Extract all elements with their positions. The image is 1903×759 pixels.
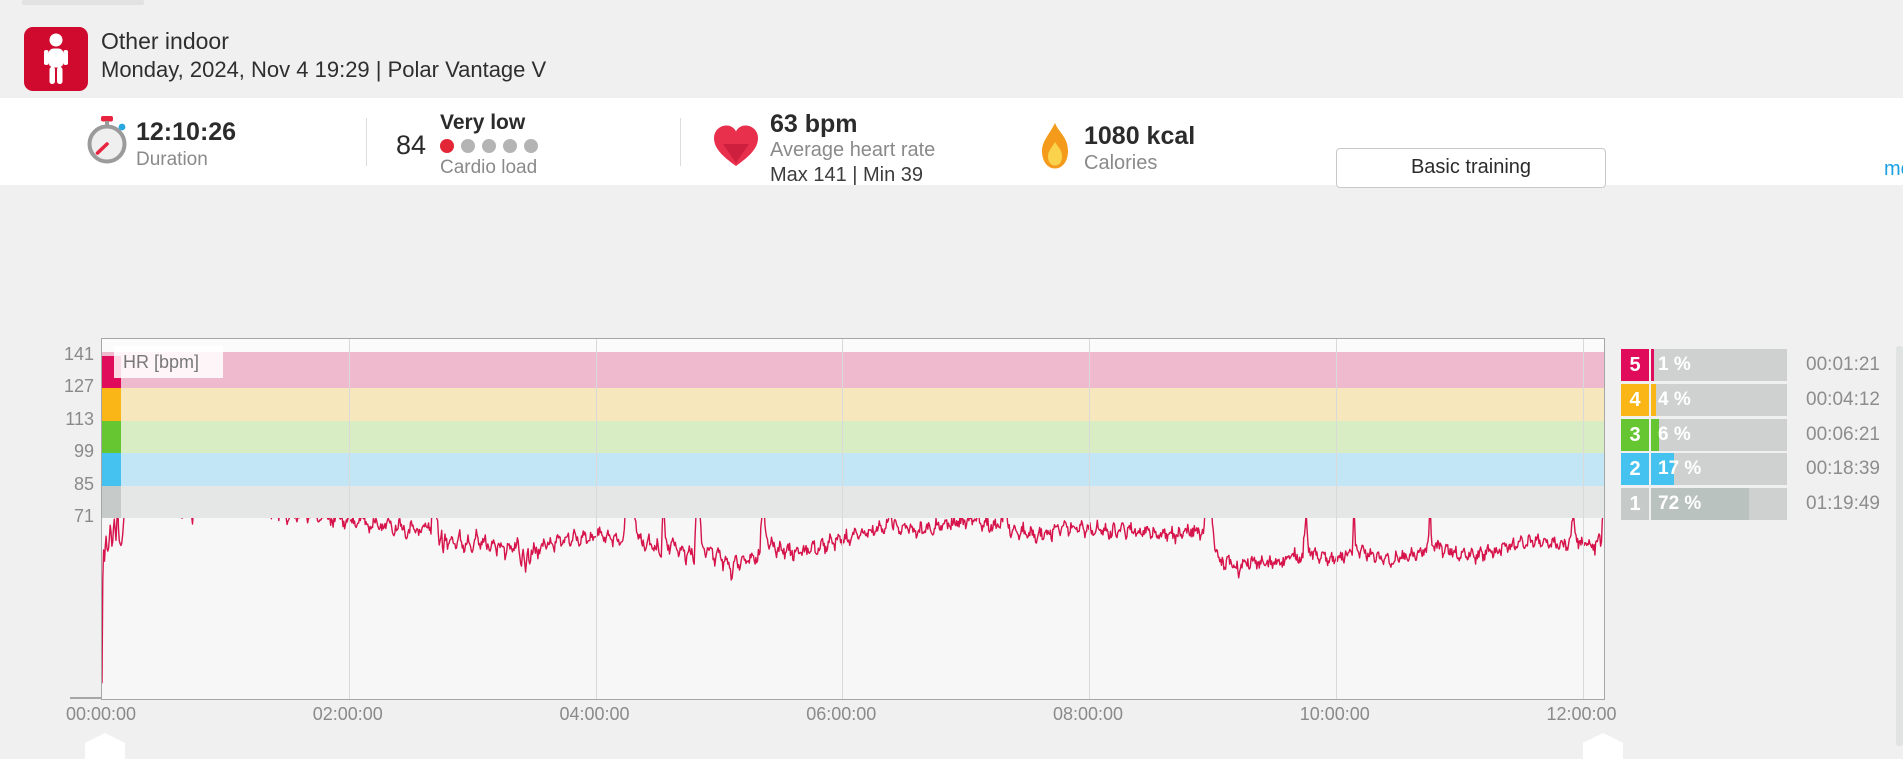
zone-percent-bar: [1651, 453, 1787, 486]
y-tick-label: 71: [73, 506, 94, 526]
calories-value: 1080 kcal: [1084, 122, 1196, 150]
hr-zone-band-4: [102, 388, 1604, 421]
zone-number-badge: 1: [1621, 488, 1649, 520]
y-tick-label: 85: [73, 473, 94, 494]
zone-number-badge: 5: [1621, 349, 1649, 381]
zone-percent-fill: [1651, 453, 1675, 486]
hr-series-legend: HR [bpm]: [114, 346, 223, 378]
gridline-480: [1089, 339, 1090, 699]
zone-percent-bar: [1651, 418, 1787, 451]
hr-zone-band-1: [102, 485, 1604, 518]
zone-percent-label: 1 %: [1658, 354, 1691, 375]
activity-title: Other indoor: [101, 28, 229, 54]
y-tick-label: 113: [65, 408, 94, 429]
x-axis-extension: [70, 697, 102, 699]
cardio-dot-empty: [503, 139, 517, 153]
hr-zone-row-4: 4 4 % 00:04:12: [1621, 383, 1880, 416]
hr-zone-block-3: [102, 420, 121, 453]
zone-percent-bar: [1651, 488, 1787, 520]
person-icon: [44, 33, 68, 84]
zone-percent-label: 4 %: [1658, 388, 1691, 410]
avg-hr-value: 63 bpm: [770, 110, 858, 138]
zone-time-label: 00:06:21: [1806, 423, 1880, 445]
range-slider-handle-right[interactable]: [1583, 733, 1623, 759]
hr-zone-row-3: 3 6 % 00:06:21: [1621, 418, 1880, 451]
zone-percent-bar: [1651, 349, 1787, 381]
hr-zone-block-4: [102, 388, 121, 421]
summary-stats-bar: 12:10:26 Duration 84 Very low Cardio loa…: [0, 98, 1903, 188]
calories-label: Calories: [1084, 152, 1158, 174]
cardio-load-label: Cardio load: [440, 157, 538, 178]
divider: [366, 118, 367, 166]
heart-icon: [714, 125, 758, 166]
more-link[interactable]: mo: [1884, 158, 1903, 180]
zone-percent-fill: [1651, 349, 1654, 381]
hr-zone-band-2: [102, 453, 1604, 486]
zone-number-badge: 4: [1621, 383, 1649, 416]
x-tick-label: 00:00:00: [65, 704, 137, 724]
hr-zone-row-2: 2 17 % 00:18:39: [1621, 453, 1880, 486]
page-scrollbar[interactable]: [1896, 346, 1903, 746]
gridline-600: [1336, 339, 1337, 699]
duration-value: 12:10:26: [136, 118, 237, 146]
hr-chart-plot-area[interactable]: HR [bpm]: [101, 338, 1605, 700]
cardio-dot-empty: [482, 139, 496, 153]
flame-icon: [1042, 123, 1068, 169]
duration-label: Duration: [136, 149, 208, 170]
zone-percent-fill: [1651, 383, 1657, 416]
hr-zone-band-3: [102, 420, 1604, 453]
cardio-dot-empty: [524, 139, 538, 153]
x-tick-label: 06:00:00: [806, 704, 877, 724]
zone-time-label: 00:04:12: [1806, 388, 1880, 410]
cardio-dot-empty: [461, 139, 475, 153]
x-tick-label: 04:00:00: [559, 704, 630, 724]
avg-hr-label: Average heart rate: [770, 139, 936, 161]
zone-percent-fill: [1651, 418, 1660, 451]
cardio-load-value: 84: [396, 130, 427, 160]
y-tick-label: 99: [73, 441, 94, 461]
hr-zone-block-2: [102, 453, 121, 486]
stopwatch-icon: [87, 116, 127, 164]
x-tick-label: 10:00:00: [1299, 704, 1370, 724]
y-tick-label: 141: [63, 343, 94, 364]
divider: [680, 118, 681, 166]
hr-zone-band-5: [102, 351, 1604, 388]
cardio-load-dots: [440, 139, 545, 158]
gridline-360: [842, 339, 843, 699]
gridline-720: [1583, 339, 1584, 699]
y-tick-label: 127: [63, 376, 94, 396]
hr-minmax: Max 141 | Min 39: [770, 164, 924, 186]
indoor-activity-icon: [24, 27, 88, 91]
gridline-120: [349, 339, 350, 699]
zone-number-badge: 2: [1621, 453, 1649, 486]
cardio-dot-filled: [440, 139, 454, 153]
band-above-zones: [102, 339, 1604, 352]
zone-time-label: 00:18:39: [1806, 458, 1880, 480]
range-slider-handle-left[interactable]: [85, 733, 125, 759]
hr-zone-block-1: [102, 485, 121, 518]
top-edge-smudge: [22, 0, 144, 5]
zone-time-label: 01:19:49: [1806, 493, 1880, 514]
activity-subtitle: Monday, 2024, Nov 4 19:29 | Polar Vantag…: [101, 57, 547, 82]
gridline-240: [596, 339, 597, 699]
x-tick-label: 08:00:00: [1052, 704, 1124, 724]
training-type-button[interactable]: Basic training: [1336, 148, 1606, 188]
zone-percent-label: 72 %: [1658, 493, 1702, 514]
hr-zone-row-5: 5 1 % 00:01:21: [1621, 349, 1880, 381]
zone-percent-fill: [1651, 488, 1749, 520]
zone-time-label: 00:01:21: [1806, 354, 1880, 375]
zone-percent-bar: [1651, 383, 1787, 416]
hr-zone-row-1: 1 72 % 01:19:49: [1621, 488, 1880, 520]
cardio-load-rating: Very low: [440, 111, 526, 134]
zone-percent-label: 17 %: [1658, 458, 1702, 480]
zone-percent-label: 6 %: [1658, 423, 1691, 445]
x-tick-label: 02:00:00: [312, 704, 383, 724]
zone-number-badge: 3: [1621, 418, 1649, 451]
x-tick-label: 12:00:00: [1546, 704, 1617, 724]
hr-zones-table: 5 1 % 00:01:21 4 4 % 00:04:12 3 6 % 00:06:21 2 17 …: [1621, 349, 1880, 524]
